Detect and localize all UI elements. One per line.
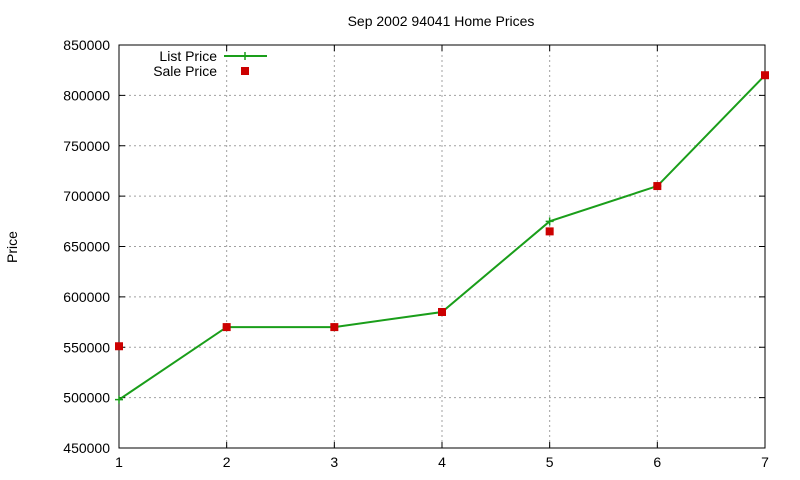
y-tick-label: 450000 xyxy=(63,440,110,456)
chart-title: Sep 2002 94041 Home Prices xyxy=(348,13,535,29)
list-price-point xyxy=(545,217,554,226)
x-tick-label: 7 xyxy=(761,454,769,470)
y-tick-label: 850000 xyxy=(63,37,110,53)
x-tick-label: 5 xyxy=(546,454,554,470)
legend: List Price Sale Price xyxy=(153,48,267,79)
sale-price-point xyxy=(115,342,123,351)
list-price-point xyxy=(115,395,123,404)
legend-marker-list-price xyxy=(241,52,249,60)
sale-price-point xyxy=(330,323,339,332)
y-tick-label: 650000 xyxy=(63,239,110,255)
grid xyxy=(119,45,765,448)
legend-swatch-sale-price xyxy=(241,67,249,75)
sale-price-point xyxy=(545,227,554,236)
y-tick-label: 600000 xyxy=(63,289,110,305)
sale-price-point xyxy=(222,323,231,332)
x-tick-label: 1 xyxy=(115,454,123,470)
y-tick-label: 550000 xyxy=(63,339,110,355)
y-tick-label: 750000 xyxy=(63,138,110,154)
sale-price-point xyxy=(438,307,446,316)
sale-price-point xyxy=(653,182,662,191)
axis-ticks: 450000 500000 550000 600000 650000 700000 7500… xyxy=(63,37,769,470)
legend-label-list-price: List Price xyxy=(159,48,217,64)
legend-label-sale-price: Sale Price xyxy=(153,63,217,79)
y-tick-label: 700000 xyxy=(63,188,110,204)
sale-price-point xyxy=(761,71,769,80)
x-tick-label: 2 xyxy=(223,454,231,470)
x-tick-label: 6 xyxy=(653,454,661,470)
y-axis-title: Price xyxy=(4,231,20,263)
y-tick-label: 800000 xyxy=(63,87,110,103)
x-tick-label: 3 xyxy=(330,454,338,470)
series xyxy=(115,71,769,404)
y-tick-label: 500000 xyxy=(63,390,110,406)
x-tick-label: 4 xyxy=(438,454,446,470)
plot-area xyxy=(118,44,766,449)
